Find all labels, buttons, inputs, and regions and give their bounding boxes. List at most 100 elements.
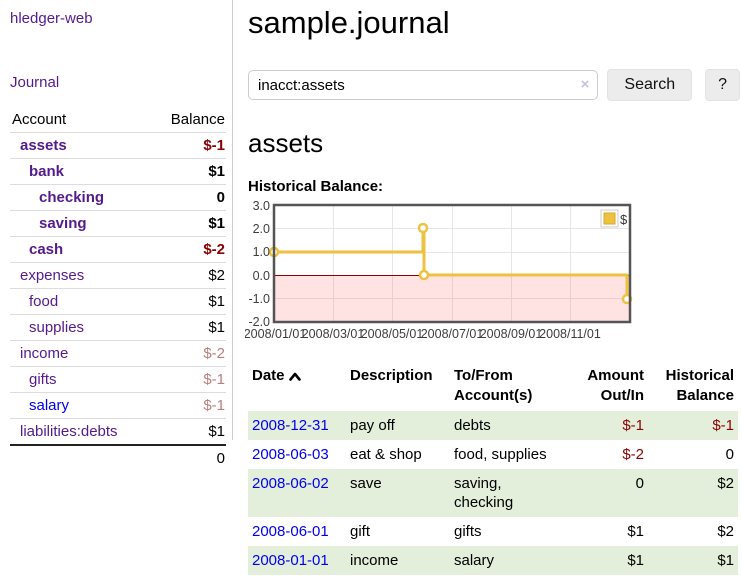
account-balance: 0 xyxy=(150,184,226,211)
accounts-total-balance: 0 xyxy=(150,444,226,471)
accounts-total-row: 0 xyxy=(10,444,226,471)
transaction-row: 2008-12-31 pay off debts $-1 $-1 xyxy=(248,411,738,440)
account-link-bank[interactable]: bank xyxy=(29,163,65,180)
account-balance: $1 xyxy=(150,314,226,341)
x-axis-tick-label: 2008/09/01 xyxy=(480,327,543,341)
account-row: salary $-1 xyxy=(10,392,226,419)
account-link-salary[interactable]: salary xyxy=(29,397,70,414)
transaction-description: income xyxy=(346,546,450,575)
x-axis-tick-label: 2008/05/01 xyxy=(361,327,424,341)
account-page-title: assets xyxy=(248,128,324,158)
y-axis-tick-label: 0.0 xyxy=(253,269,270,283)
transaction-date-link[interactable]: 2008-06-02 xyxy=(252,475,329,492)
main-content: sample.journal × Search ? assets Histori… xyxy=(244,0,740,575)
account-balance: $-1 xyxy=(150,392,226,419)
account-row: expenses $2 xyxy=(10,262,226,289)
transaction-date-link[interactable]: 2008-12-31 xyxy=(252,417,329,434)
register-table: Date Description To/From Account(s) Amou… xyxy=(248,365,738,575)
account-balance: $1 xyxy=(150,210,226,237)
account-balance: $-1 xyxy=(150,366,226,393)
x-axis-tick-labels: 2008/01/01 2008/03/01 2008/05/01 2008/07… xyxy=(244,327,601,341)
account-balance: $2 xyxy=(150,262,226,289)
transaction-row: 2008-01-01 income salary $1 $1 xyxy=(248,546,738,575)
register-header-date[interactable]: Date xyxy=(248,365,346,411)
transaction-description: save xyxy=(346,469,450,517)
chart-legend: $ xyxy=(600,209,628,228)
sort-ascending-icon xyxy=(288,368,301,385)
y-axis-tick-label: 2.0 xyxy=(253,222,270,236)
register-header-balance: Historical Balance xyxy=(665,367,734,404)
transaction-accounts: gifts xyxy=(454,523,482,540)
accounts-table: Account Balance assets $-1 bank $1 check… xyxy=(10,108,226,471)
account-link-gifts[interactable]: gifts xyxy=(29,371,57,388)
transaction-date-link[interactable]: 2008-06-01 xyxy=(252,523,329,540)
page-title: sample.journal xyxy=(248,5,450,40)
balance-chart[interactable]: $ 3.0 2.0 1.0 0.0 -1.0 -2.0 2008/01/01 2… xyxy=(244,198,740,350)
transaction-amount: 0 xyxy=(580,469,648,517)
register-header-amount: Amount Out/In xyxy=(587,367,644,404)
y-axis-tick-label: 3.0 xyxy=(253,199,270,213)
transaction-balance: $2 xyxy=(717,523,734,540)
account-link-cash[interactable]: cash xyxy=(29,241,64,258)
chart-data-point xyxy=(417,222,429,234)
accounts-table-header-balance: Balance xyxy=(170,111,225,128)
transaction-balance: $2 xyxy=(648,469,738,517)
transaction-balance: 0 xyxy=(725,446,734,463)
search-button[interactable]: Search xyxy=(607,69,693,101)
account-link-supplies[interactable]: supplies xyxy=(29,319,85,336)
account-row: cash $-2 xyxy=(10,236,226,263)
account-link-saving[interactable]: saving xyxy=(39,215,87,232)
clear-search-icon[interactable]: × xyxy=(580,76,590,93)
register-header-date-label: Date xyxy=(252,367,285,384)
search-form: × Search ? xyxy=(248,69,740,101)
account-row: gifts $-1 xyxy=(10,366,226,393)
search-input[interactable] xyxy=(248,70,599,100)
register-header-description: Description xyxy=(350,367,433,384)
transaction-balance: $-1 xyxy=(648,411,738,440)
account-row: assets $-1 xyxy=(10,132,226,159)
transaction-accounts: saving, checking xyxy=(450,469,580,517)
chart-data-point xyxy=(418,269,430,281)
transaction-amount: $1 xyxy=(627,523,644,540)
plot-border xyxy=(272,203,632,324)
y-axis-tick-labels: 3.0 2.0 1.0 0.0 -1.0 -2.0 xyxy=(248,199,270,329)
legend-swatch xyxy=(603,212,616,225)
account-balance: $-1 xyxy=(150,132,226,159)
transaction-date-link[interactable]: 2008-01-01 xyxy=(252,552,329,569)
transaction-row: 2008-06-02 save saving, checking 0 $2 xyxy=(248,469,738,517)
x-axis-tick-label: 2008/07/01 xyxy=(421,327,484,341)
transaction-date-link[interactable]: 2008-06-03 xyxy=(252,446,329,463)
app-brand-link[interactable]: hledger-web xyxy=(10,10,93,27)
account-balance: $-2 xyxy=(150,340,226,367)
transaction-description: eat & shop xyxy=(350,446,422,463)
transaction-amount: $-1 xyxy=(580,411,648,440)
help-button[interactable]: ? xyxy=(705,69,740,101)
chart-title: Historical Balance: xyxy=(248,178,384,195)
transaction-accounts: food, supplies xyxy=(454,446,547,463)
x-axis-tick-label: 2008/03/01 xyxy=(302,327,365,341)
x-axis-tick-label: 2008/11/01 xyxy=(539,327,601,341)
transaction-description: gift xyxy=(350,523,371,540)
account-link-expenses[interactable]: expenses xyxy=(20,267,85,284)
x-axis-tick-label: 2008/01/01 xyxy=(245,327,306,341)
transaction-amount: $-2 xyxy=(622,446,644,463)
transaction-accounts: salary xyxy=(450,546,580,575)
y-axis-tick-label: -1.0 xyxy=(248,292,270,306)
sidebar: hledger-web Journal Account Balance asse… xyxy=(0,0,233,471)
sidebar-item-journal[interactable]: Journal xyxy=(10,74,60,91)
account-row: income $-2 xyxy=(10,340,226,367)
register-header-accounts: To/From Account(s) xyxy=(454,367,533,404)
account-link-liabilities-debts[interactable]: liabilities:debts xyxy=(20,423,118,440)
transaction-row: 2008-06-01 gift gifts $1 $2 xyxy=(248,517,738,546)
account-link-assets[interactable]: assets xyxy=(20,137,67,154)
account-link-checking[interactable]: checking xyxy=(39,189,105,206)
account-balance: $1 xyxy=(150,288,226,315)
account-link-food[interactable]: food xyxy=(29,293,59,310)
account-row: supplies $1 xyxy=(10,314,226,341)
account-balance: $1 xyxy=(150,158,226,185)
transaction-balance: $1 xyxy=(648,546,738,575)
account-row: bank $1 xyxy=(10,158,226,185)
transaction-amount: $1 xyxy=(580,546,648,575)
account-row: food $1 xyxy=(10,288,226,315)
account-link-income[interactable]: income xyxy=(20,345,69,362)
